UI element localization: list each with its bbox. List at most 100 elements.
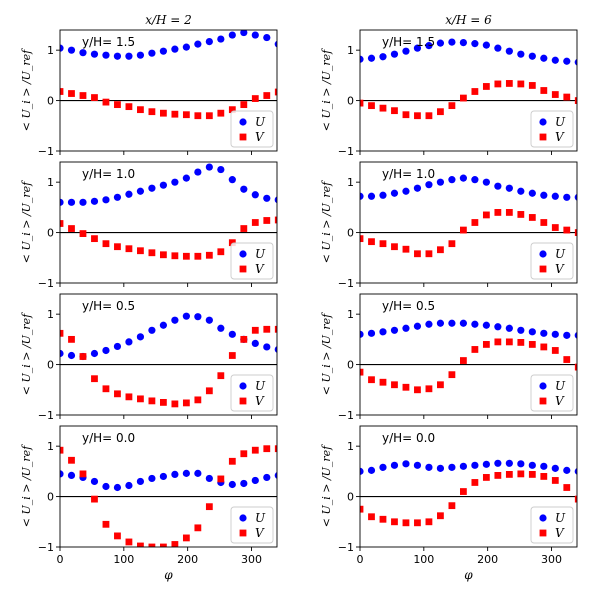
- u-point: [563, 57, 571, 65]
- v-point: [263, 217, 271, 224]
- u-point: [425, 463, 433, 471]
- u-point: [367, 54, 376, 62]
- u-point: [228, 330, 236, 338]
- u-point: [574, 331, 577, 339]
- legend: UV: [230, 374, 274, 412]
- panel-annotation: y/H= 1.0: [382, 167, 435, 181]
- v-point: [471, 479, 479, 486]
- legend-u-marker: [539, 118, 547, 126]
- v-point: [563, 93, 571, 101]
- markers: [60, 163, 277, 260]
- u-point: [263, 473, 271, 482]
- u-point: [102, 51, 110, 59]
- u-point: [136, 187, 145, 195]
- y-tick-label: 1: [47, 44, 54, 57]
- v-point: [437, 246, 444, 254]
- v-point: [137, 542, 144, 547]
- u-point: [540, 462, 548, 470]
- panel-r1-c0: −1 0 1 < U_i > /U_ref y/H= 1.0 UV: [20, 161, 278, 290]
- u-point: [551, 330, 559, 338]
- u-point: [136, 51, 145, 59]
- legend: UV: [530, 242, 574, 280]
- v-point: [448, 502, 456, 510]
- u-point: [205, 37, 213, 46]
- u-point: [379, 191, 387, 199]
- v-point: [171, 110, 179, 118]
- legend-u-label: U: [555, 511, 566, 525]
- v-point: [182, 534, 190, 542]
- u-point: [60, 470, 64, 478]
- v-point: [68, 456, 75, 464]
- u-point: [102, 482, 110, 491]
- v-point: [368, 513, 375, 521]
- y-axis-label: < U_i > /U_ref: [320, 312, 333, 395]
- v-point: [448, 371, 456, 379]
- v-point: [494, 338, 502, 346]
- v-point: [102, 98, 110, 106]
- y-tick-label: 0: [47, 359, 54, 372]
- y-axis-label: < U_i > /U_ref: [320, 444, 333, 527]
- v-point: [251, 219, 259, 226]
- u-point: [563, 193, 571, 201]
- u-point: [402, 324, 410, 332]
- x-tick-label: 300: [241, 553, 262, 566]
- v-point: [205, 112, 213, 120]
- v-point: [528, 82, 536, 89]
- u-point: [148, 184, 156, 192]
- y-tick-label: 1: [47, 440, 54, 453]
- v-point: [437, 512, 444, 520]
- u-point: [379, 328, 387, 336]
- v-point: [91, 94, 98, 101]
- v-point: [148, 543, 156, 547]
- v-point: [68, 335, 75, 343]
- markers: [60, 445, 277, 547]
- v-point: [551, 347, 559, 354]
- v-point: [102, 520, 110, 528]
- y-tick-label: 1: [347, 176, 354, 189]
- v-point: [159, 543, 167, 547]
- u-point: [402, 47, 410, 55]
- u-point: [436, 39, 445, 47]
- panel-r2-c1: −1 0 1 < U_i > /U_ref y/H= 0.5 UV: [320, 293, 578, 422]
- u-point: [402, 187, 410, 195]
- legend-v-label: V: [255, 394, 265, 408]
- u-point: [528, 461, 536, 469]
- u-point: [505, 459, 513, 467]
- x-tick-label: 200: [177, 553, 198, 566]
- v-point: [251, 446, 259, 454]
- v-point: [402, 245, 410, 253]
- u-point: [217, 165, 225, 174]
- y-tick-label: −1: [38, 277, 54, 290]
- u-point: [448, 319, 456, 327]
- u-point: [251, 339, 259, 348]
- x-tick-label: 0: [57, 553, 64, 566]
- legend-u-label: U: [555, 247, 566, 261]
- u-point: [413, 184, 422, 192]
- v-point: [251, 95, 259, 102]
- u-point: [159, 472, 167, 481]
- v-point: [91, 375, 98, 383]
- y-tick-label: 0: [347, 95, 354, 108]
- markers: [360, 38, 577, 120]
- u-point: [494, 44, 502, 52]
- legend-v-label: V: [255, 130, 265, 144]
- v-point: [437, 381, 444, 389]
- v-point: [379, 104, 387, 112]
- u-point: [551, 464, 559, 472]
- u-point: [505, 184, 513, 192]
- legend-v-marker: [539, 265, 547, 273]
- u-point: [379, 53, 387, 61]
- u-point: [367, 466, 376, 474]
- y-tick-label: −1: [38, 541, 54, 554]
- panel-annotation: y/H= 0.0: [382, 431, 435, 445]
- v-point: [240, 225, 248, 232]
- u-point: [517, 460, 525, 468]
- v-point: [360, 368, 364, 376]
- u-point: [367, 329, 376, 337]
- legend-v-marker: [239, 529, 247, 537]
- panel-r1-c1: −1 0 1 < U_i > /U_ref y/H= 1.0 UV: [320, 161, 578, 290]
- legend-u-marker: [539, 514, 547, 522]
- u-point: [60, 349, 64, 358]
